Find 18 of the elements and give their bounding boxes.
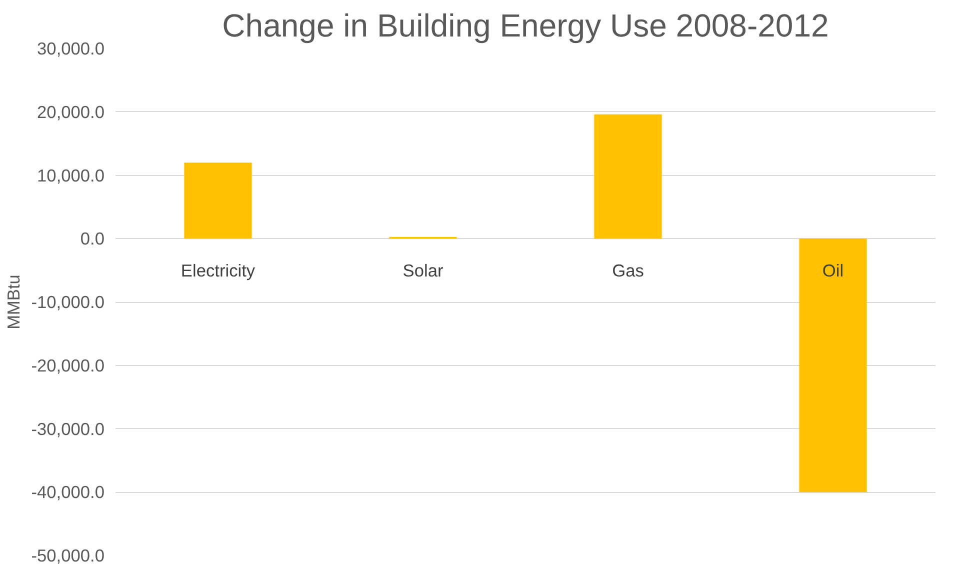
x-tick-label: Solar bbox=[402, 260, 444, 281]
x-tick-label: Oil bbox=[822, 260, 844, 281]
y-tick-label: 10,000.0 bbox=[37, 165, 104, 186]
y-tick-label: -50,000.0 bbox=[31, 546, 105, 566]
y-tick-label: -30,000.0 bbox=[31, 418, 105, 439]
chart-title: Change in Building Energy Use 2008-2012 bbox=[222, 8, 829, 44]
bar bbox=[799, 238, 867, 492]
x-tick-label: Electricity bbox=[180, 260, 256, 281]
y-tick-label: -10,000.0 bbox=[31, 292, 105, 312]
y-tick-label: 20,000.0 bbox=[37, 102, 104, 122]
x-tick-label: Gas bbox=[612, 260, 644, 281]
y-tick-label: 30,000.0 bbox=[37, 38, 104, 58]
y-tick-label: -20,000.0 bbox=[31, 355, 105, 376]
bar bbox=[184, 162, 252, 239]
y-tick-label: 0.0 bbox=[80, 228, 105, 249]
bar bbox=[594, 114, 662, 239]
y-axis-title: MMBtu bbox=[3, 274, 24, 330]
y-tick-label: -40,000.0 bbox=[31, 482, 105, 502]
